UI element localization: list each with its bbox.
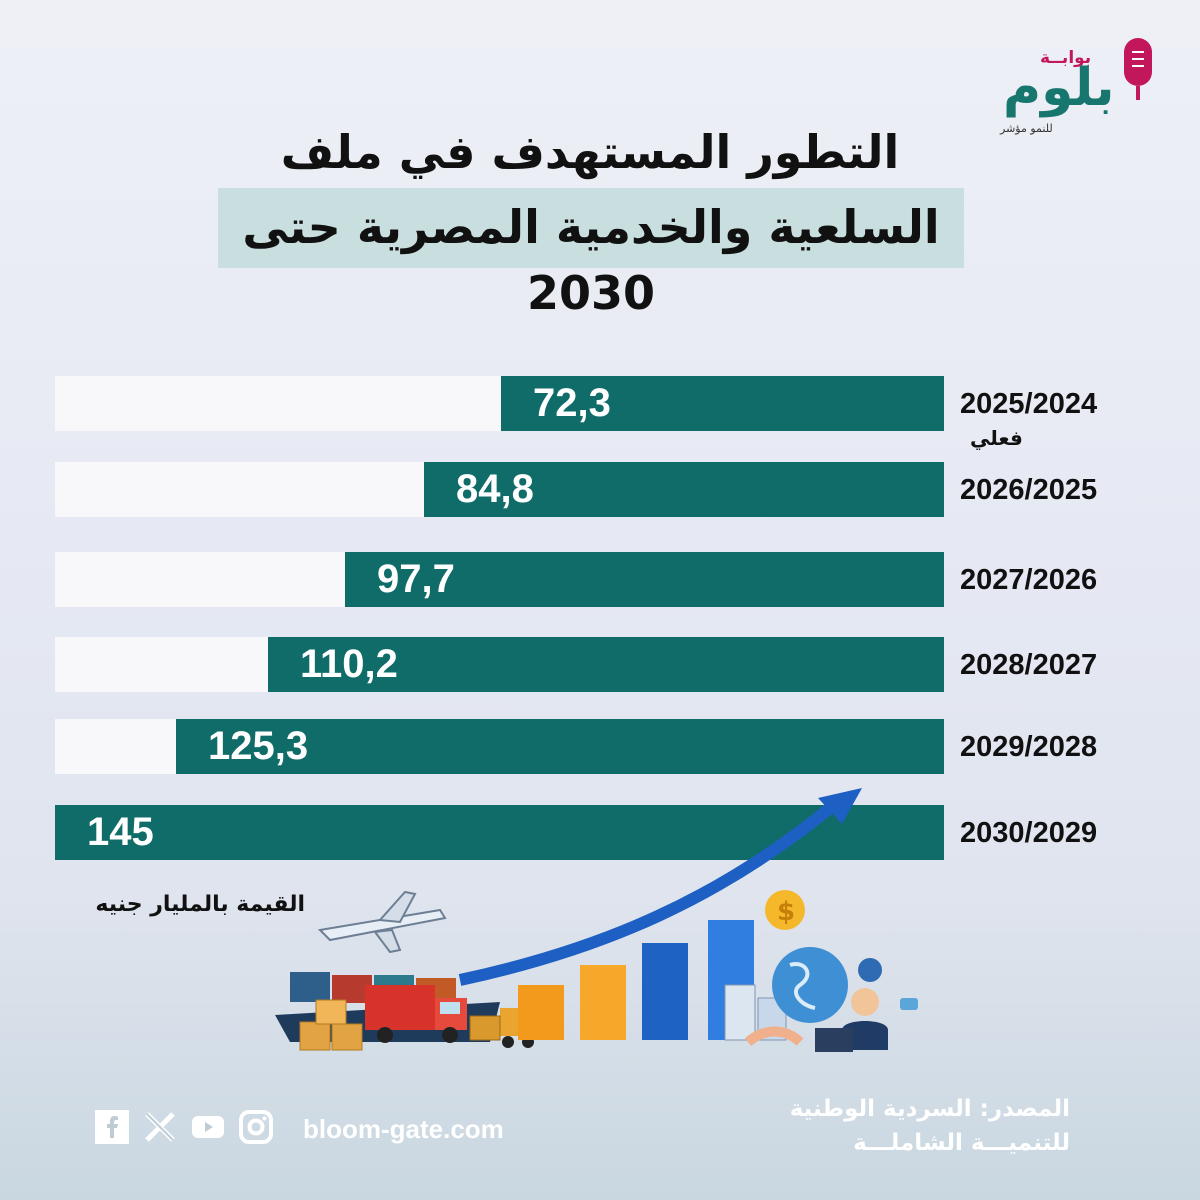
source-line2: للتنميـــة الشاملـــة xyxy=(853,1130,1070,1156)
support-agent-icon xyxy=(815,958,918,1052)
chart-title-line2: السلعية والخدمية المصرية حتى 2030 xyxy=(242,200,940,320)
bar-track: 110,2 xyxy=(55,637,944,692)
dollar-icon: $ xyxy=(765,890,805,930)
handshake-icon xyxy=(744,1026,804,1047)
category-label: 2027/2026 xyxy=(960,564,1098,596)
category-label: 2030/2029 xyxy=(960,817,1098,849)
source-note: المصدر: السردية الوطنية للتنميـــة الشام… xyxy=(700,1092,1070,1160)
bar-value-label: 97,7 xyxy=(377,557,455,601)
microphone-icon xyxy=(1124,38,1152,100)
globe-icon xyxy=(772,947,848,1023)
svg-text:$: $ xyxy=(777,897,795,927)
bar-track: 97,7 xyxy=(55,552,944,607)
bar-2028/2027 xyxy=(268,637,944,692)
facebook-icon[interactable] xyxy=(95,1110,129,1144)
bar-value-label: 145 xyxy=(87,810,154,854)
bar-value-label: 110,2 xyxy=(300,642,398,686)
bar-track: 125,3 xyxy=(55,719,944,774)
growth-bars-icon xyxy=(518,920,754,1040)
category-label: 2028/2027 xyxy=(960,649,1098,681)
category-label: 2026/2025 xyxy=(960,474,1098,506)
title-highlight-box xyxy=(218,188,964,268)
instagram-icon[interactable] xyxy=(239,1110,273,1144)
export-growth-illustration: $ xyxy=(275,788,918,1052)
social-links xyxy=(95,1110,273,1144)
source-line1: المصدر: السردية الوطنية xyxy=(789,1096,1070,1122)
bar-2026/2025 xyxy=(424,462,944,517)
bar-2025/2024 xyxy=(501,376,944,431)
bar-value-label: 84,8 xyxy=(456,467,534,511)
growth-arrow-icon xyxy=(458,788,862,986)
bar-track: 84,8 xyxy=(55,462,944,517)
bar-value-label: 72,3 xyxy=(533,381,611,425)
youtube-icon[interactable] xyxy=(191,1110,225,1144)
truck-icon xyxy=(365,985,467,1043)
brand-tagline: للنمو مؤشر xyxy=(1000,122,1053,135)
bar-track: 72,3 xyxy=(55,376,944,431)
brand-small-text: بوابــة xyxy=(1040,48,1092,68)
unit-note: القيمة بالمليار جنيه xyxy=(95,892,305,917)
website-link[interactable]: bloom-gate.com xyxy=(303,1114,504,1144)
boxes-icon xyxy=(299,999,363,1051)
airplane-icon xyxy=(317,890,447,954)
brand-main-text: بلوم xyxy=(1003,58,1115,118)
bar-2027/2026 xyxy=(345,552,944,607)
actual-note: فعلي xyxy=(970,426,1023,450)
x-icon[interactable] xyxy=(143,1110,177,1144)
bar-2029/2028 xyxy=(176,719,944,774)
category-label: 2025/2024 xyxy=(960,388,1098,420)
category-label: 2029/2028 xyxy=(960,731,1098,763)
bar-value-label: 125,3 xyxy=(208,724,309,768)
